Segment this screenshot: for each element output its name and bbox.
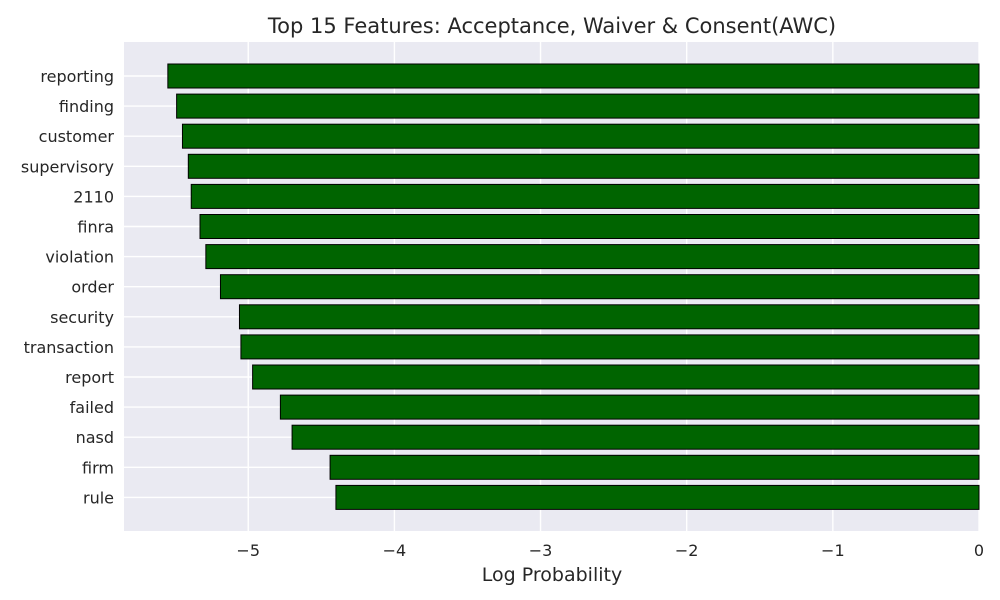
y-tick-label: rule <box>83 488 114 507</box>
y-tick-label: reporting <box>40 67 114 86</box>
bar-rule <box>335 484 980 510</box>
bar-customer <box>181 123 980 149</box>
y-tick-label: security <box>50 308 114 327</box>
y-tick-label: finra <box>77 218 114 237</box>
bar-violation <box>205 244 980 270</box>
x-tick-label: −3 <box>529 541 553 560</box>
bar-report <box>252 364 980 390</box>
x-tick-label: −4 <box>383 541 407 560</box>
bar-nasd <box>291 424 980 450</box>
y-tick-labels: reporting finding customer supervisory 2110 f… <box>21 67 115 507</box>
bar-security <box>238 304 980 330</box>
y-tick-label: violation <box>45 248 114 267</box>
y-tick-label: transaction <box>24 338 114 357</box>
x-axis-label: Log Probability <box>482 564 622 586</box>
y-tick-label: firm <box>82 458 114 477</box>
bar-transaction <box>240 334 980 360</box>
y-tick-label: order <box>71 278 114 297</box>
bar-finding <box>176 93 980 119</box>
chart-title: Top 15 Features: Acceptance, Waiver & Co… <box>267 14 836 38</box>
bar-2110 <box>190 183 980 209</box>
bar-supervisory <box>187 153 980 179</box>
bar-firm <box>329 454 980 480</box>
bar-order <box>219 274 980 300</box>
x-tick-label: −1 <box>821 541 845 560</box>
x-tick-label: 0 <box>974 541 984 560</box>
bar-finra <box>199 214 980 239</box>
x-tick-label: −2 <box>675 541 699 560</box>
x-tick-label: −5 <box>236 541 260 560</box>
y-tick-label: customer <box>39 127 115 146</box>
x-tick-labels: −5 −4 −3 −2 −1 0 <box>236 541 984 560</box>
y-tick-label: supervisory <box>21 157 114 176</box>
y-tick-label: failed <box>70 398 114 417</box>
y-tick-label: report <box>65 368 114 387</box>
bar-reporting <box>167 63 980 89</box>
bar-failed <box>279 394 980 420</box>
y-tick-label: finding <box>59 97 114 116</box>
y-tick-label: 2110 <box>73 187 114 206</box>
y-tick-label: nasd <box>76 428 114 447</box>
bars <box>167 63 980 510</box>
